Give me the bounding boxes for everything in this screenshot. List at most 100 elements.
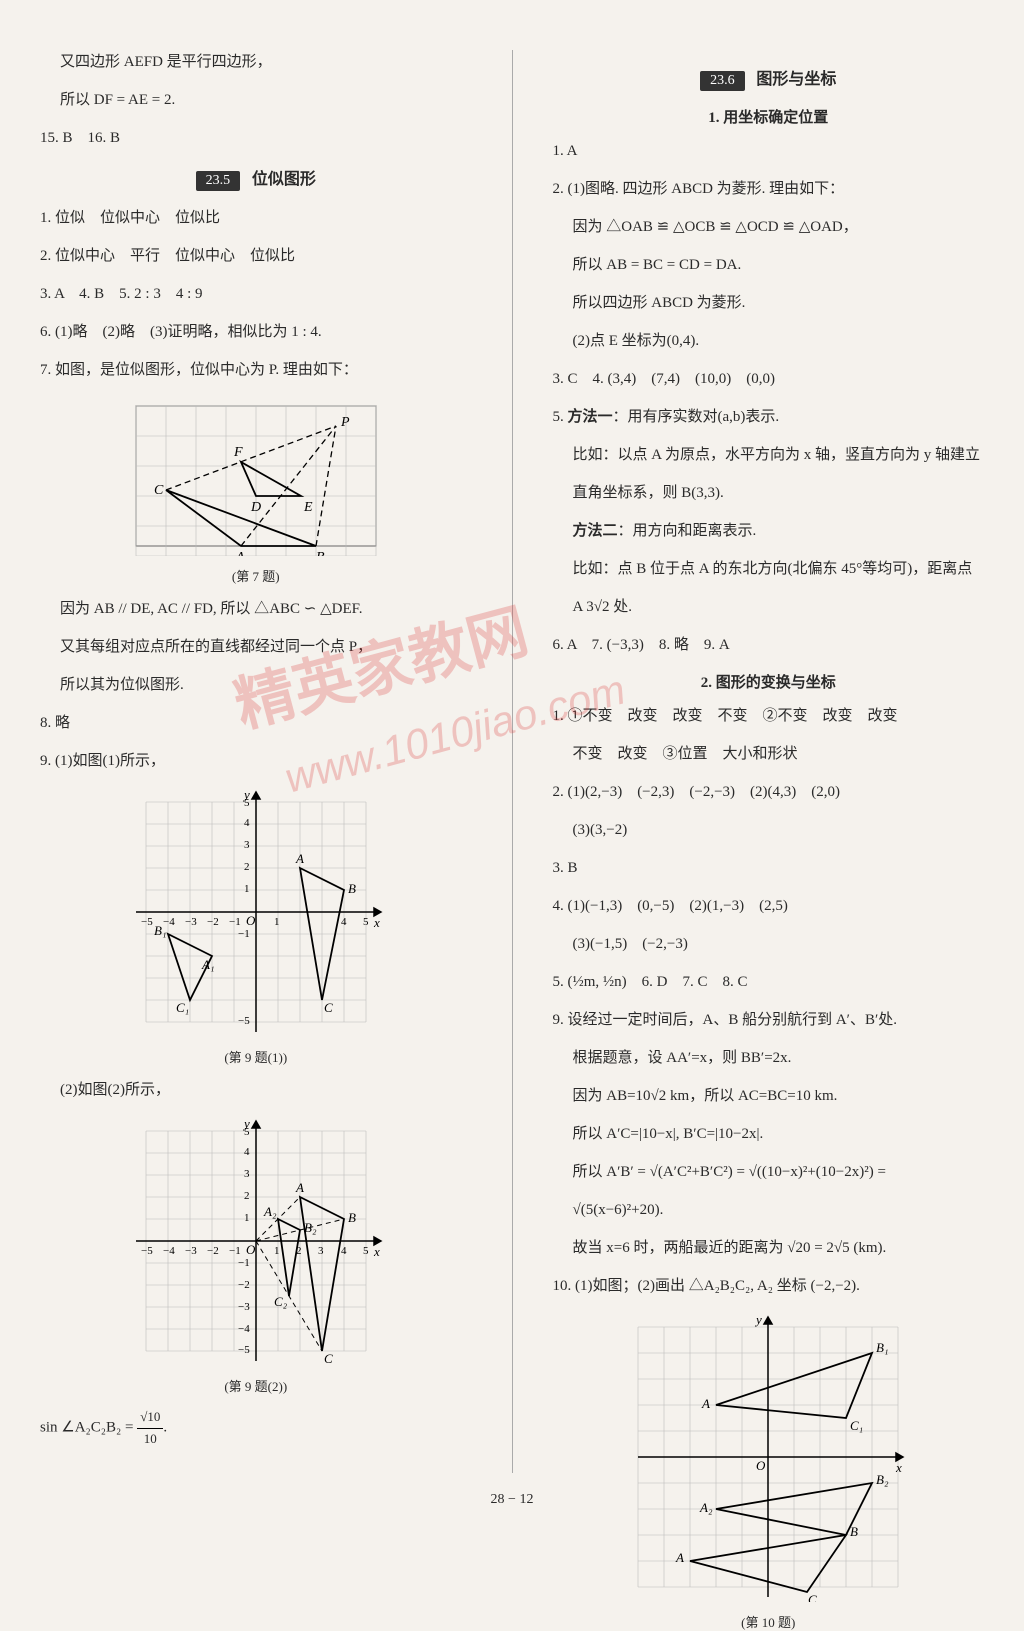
text-line: 2. (1)图略. 四边形 ABCD 为菱形. 理由如下： (553, 177, 985, 201)
svg-text:3: 3 (244, 1168, 250, 1180)
svg-text:C₂: C₂ (274, 1294, 288, 1309)
text-line: 1. 位似 位似中心 位似比 (40, 206, 472, 230)
figure-9b: xyO −5−4−3−2−1 12345 12345 −1−2−3−4−5 AB… (126, 1116, 386, 1366)
svg-text:A: A (235, 550, 245, 556)
svg-text:B: B (348, 881, 356, 896)
text-line: 因为 AB // DE, AC // FD, 所以 △ABC ∽ △DEF. (40, 597, 472, 621)
text-line: 因为 △OAB ≌ △OCB ≌ △OCD ≌ △OAD， (553, 215, 985, 239)
column-divider (512, 50, 513, 1473)
section-title: 位似图形 (252, 165, 316, 189)
text-line: √(5(x−6)²+20). (553, 1198, 985, 1222)
svg-text:−5: −5 (238, 1344, 250, 1356)
svg-text:1: 1 (244, 883, 250, 895)
text-line: (3)(3,−2) (553, 818, 985, 842)
svg-text:−4: −4 (163, 1245, 175, 1257)
svg-text:−2: −2 (238, 1279, 250, 1291)
svg-text:C: C (154, 483, 164, 498)
svg-text:3: 3 (244, 839, 250, 851)
svg-text:−3: −3 (185, 1245, 197, 1257)
text-line: 直角坐标系，则 B(3,3). (553, 481, 985, 505)
svg-text:P: P (340, 415, 350, 430)
figure-caption: (第 7 题) (40, 566, 472, 585)
svg-text:C: C (324, 1000, 333, 1015)
svg-text:4: 4 (244, 817, 250, 829)
text-line: 9. (1)如图(1)所示， (40, 749, 472, 773)
figure-7: CAB DEF P (126, 396, 386, 556)
section-header: 23.6 图形与坐标 (553, 65, 985, 91)
svg-text:4: 4 (341, 916, 347, 928)
section-badge: 23.5 (196, 171, 241, 191)
svg-text:−1: −1 (238, 1257, 250, 1269)
svg-text:C₁: C₁ (176, 1000, 189, 1015)
svg-text:3: 3 (318, 1245, 324, 1257)
text-line: 又四边形 AEFD 是平行四边形， (40, 50, 472, 74)
text-line: 3. A 4. B 5. 2 : 3 4 : 9 (40, 282, 472, 306)
svg-text:5: 5 (363, 916, 369, 928)
text-line: 3. B (553, 856, 985, 880)
figure-9a: xyO −5−4−3−2−1 145 12345 −1−5 ABC A₁B₁C₁ (126, 787, 386, 1037)
svg-text:−5: −5 (141, 916, 153, 928)
svg-text:A: A (675, 1550, 684, 1565)
text-line: 比如：点 B 位于点 A 的东北方向(北偏东 45°等均可)，距离点 (553, 557, 985, 581)
svg-text:B: B (316, 550, 325, 556)
svg-text:−1: −1 (229, 1245, 241, 1257)
sub-header: 2. 图形的变换与坐标 (553, 671, 985, 692)
svg-text:C: C (324, 1351, 333, 1366)
svg-text:B: B (348, 1210, 356, 1225)
text-line: 所以 A′C=|10−x|, B′C=|10−2x|. (553, 1122, 985, 1146)
svg-text:F: F (233, 445, 243, 460)
svg-text:A: A (701, 1396, 710, 1411)
section-badge: 23.6 (700, 71, 745, 91)
text-line: 5. 方法一：用有序实数对(a,b)表示. (553, 405, 985, 429)
text-line: 5. (½m, ½n) 6. D 7. C 8. C (553, 970, 985, 994)
text-line: 所以四边形 ABCD 为菱形. (553, 291, 985, 315)
svg-text:O: O (756, 1458, 766, 1473)
svg-text:−5: −5 (238, 1015, 250, 1027)
svg-text:x: x (373, 915, 380, 930)
svg-text:B: B (850, 1524, 858, 1539)
svg-text:B₁: B₁ (876, 1340, 888, 1355)
text-line: 根据题意，设 AA′=x，则 BB′=2x. (553, 1046, 985, 1070)
svg-text:5: 5 (363, 1245, 369, 1257)
svg-text:−5: −5 (141, 1245, 153, 1257)
text-line: 3. C 4. (3,4) (7,4) (10,0) (0,0) (553, 367, 985, 391)
svg-text:−2: −2 (207, 1245, 219, 1257)
svg-text:4: 4 (341, 1245, 347, 1257)
svg-text:A: A (295, 851, 304, 866)
text-line: 1. ①不变 改变 改变 不变 ②不变 改变 改变 (553, 704, 985, 728)
text-line: 6. (1)略 (2)略 (3)证明略，相似比为 1 : 4. (40, 320, 472, 344)
text-line: 7. 如图，是位似图形，位似中心为 P. 理由如下： (40, 358, 472, 382)
text-line: 因为 AB=10√2 km，所以 AC=BC=10 km. (553, 1084, 985, 1108)
svg-text:B₂: B₂ (876, 1472, 889, 1487)
svg-text:E: E (303, 500, 313, 515)
text-line: 15. B 16. B (40, 126, 472, 150)
text-line: 6. A 7. (−3,3) 8. 略 9. A (553, 633, 985, 657)
figure-caption: (第 9 题(2)) (40, 1376, 472, 1395)
svg-text:x: x (895, 1460, 902, 1475)
text-line: (2)点 E 坐标为(0,4). (553, 329, 985, 353)
text-line: 10. (1)如图；(2)画出 △A₂B₂C₂, A₂ 坐标 (−2,−2). (553, 1274, 985, 1298)
svg-text:C₁: C₁ (850, 1418, 863, 1433)
text-line: 8. 略 (40, 711, 472, 735)
svg-text:−1: −1 (229, 916, 241, 928)
figure-caption: (第 10 题) (553, 1612, 985, 1631)
svg-text:−3: −3 (238, 1301, 250, 1313)
section-title: 图形与坐标 (756, 65, 836, 89)
page-number: 28 − 12 (491, 1492, 534, 1508)
text-line: A 3√2 处. (553, 595, 985, 619)
svg-text:5: 5 (244, 1126, 250, 1138)
text-line: 2. 位似中心 平行 位似中心 位似比 (40, 244, 472, 268)
svg-text:A₁: A₁ (201, 957, 214, 972)
figure-caption: (第 9 题(1)) (40, 1047, 472, 1066)
text-line: 所以其为位似图形. (40, 673, 472, 697)
svg-text:1: 1 (274, 916, 280, 928)
text-line: 所以 DF = AE = 2. (40, 88, 472, 112)
page-container: 又四边形 AEFD 是平行四边形， 所以 DF = AE = 2. 15. B … (40, 50, 984, 1473)
svg-text:−2: −2 (207, 916, 219, 928)
sub-header: 1. 用坐标确定位置 (553, 106, 985, 127)
svg-text:O: O (246, 1242, 256, 1257)
svg-text:x: x (373, 1244, 380, 1259)
left-column: 又四边形 AEFD 是平行四边形， 所以 DF = AE = 2. 15. B … (40, 50, 472, 1473)
text-line: 不变 改变 ③位置 大小和形状 (553, 742, 985, 766)
figure-10: xyO AB₁C₁ A₂B₂ ABC (628, 1312, 908, 1602)
